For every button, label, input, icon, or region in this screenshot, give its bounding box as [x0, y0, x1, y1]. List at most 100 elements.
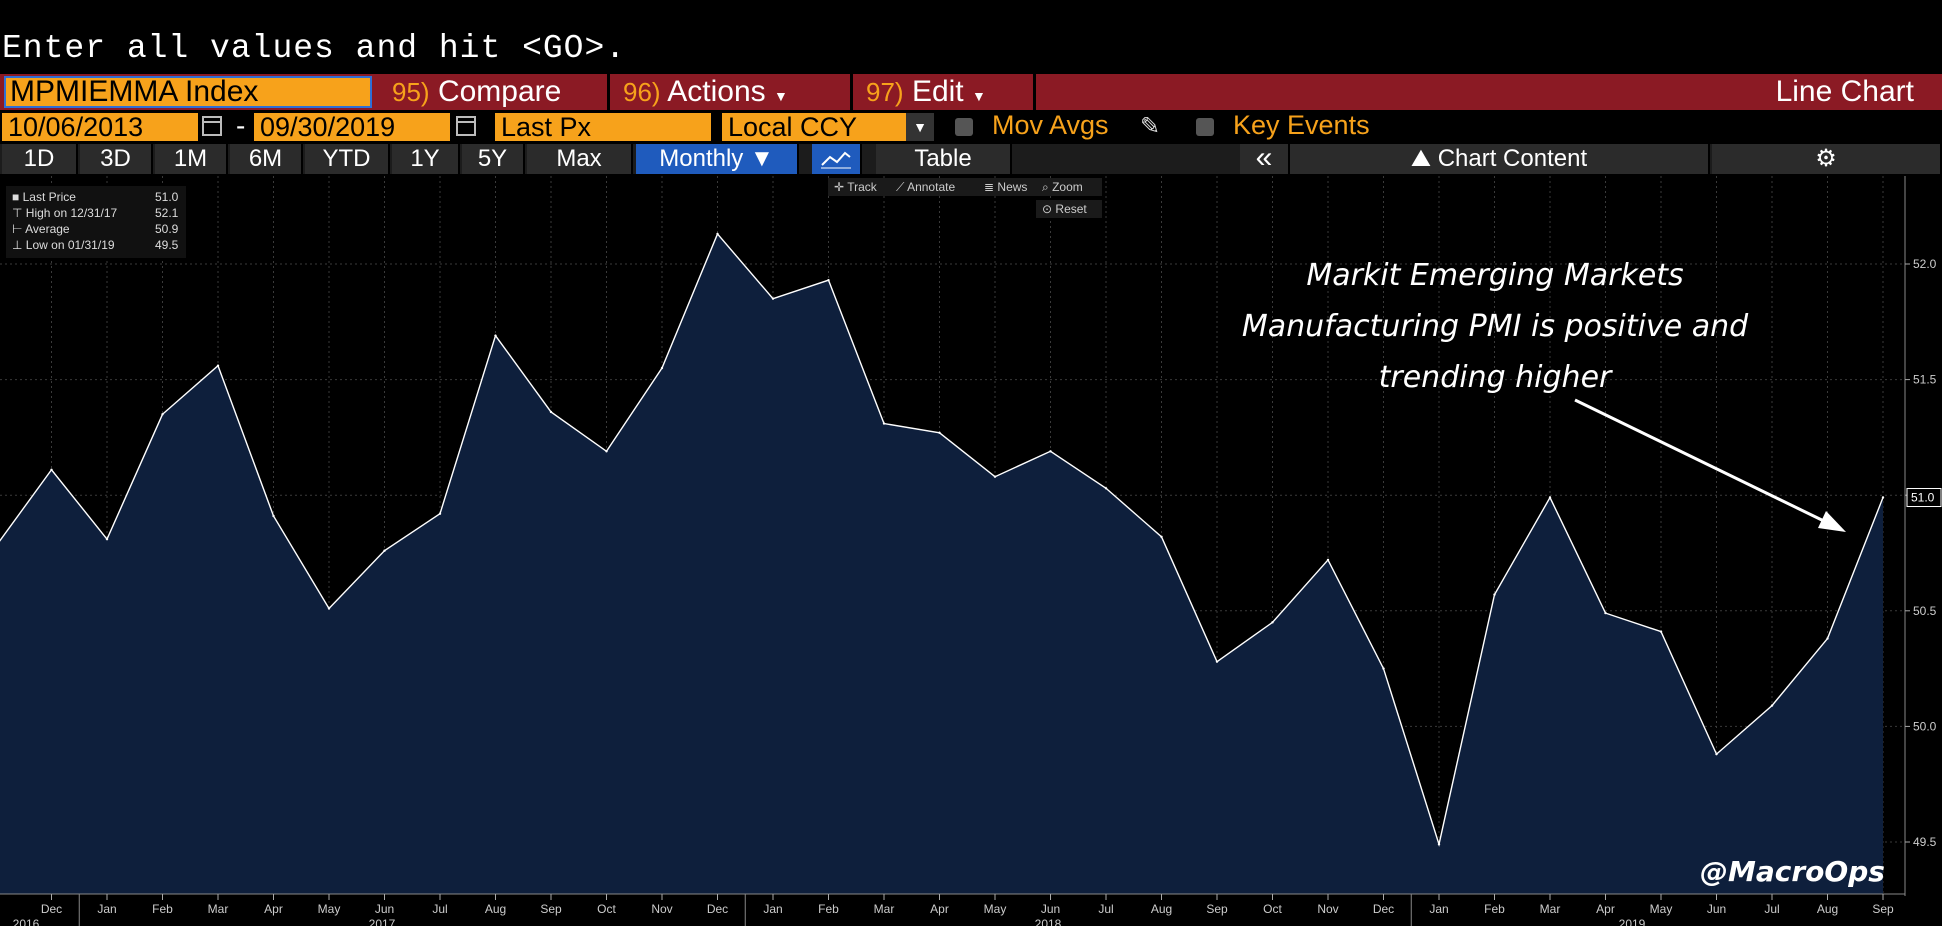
data-point — [216, 364, 220, 367]
calendar-icon[interactable] — [202, 116, 222, 136]
zoom-tool[interactable]: ⌕ Zoom — [1042, 180, 1083, 194]
x-tick-label: May — [1650, 902, 1673, 916]
x-tick-label: Mar — [208, 902, 229, 916]
compare-button[interactable]: 95 Compare — [382, 74, 610, 110]
range-tab-1y[interactable]: 1Y — [392, 144, 460, 174]
range-tab-max[interactable]: Max — [527, 144, 633, 174]
y-tick-label: 52.0 — [1913, 257, 1937, 271]
x-tick-label: Jun — [375, 902, 394, 916]
high-marker-icon: ⊤ — [12, 206, 23, 220]
mov-avgs-label[interactable]: Mov Avgs — [992, 110, 1109, 140]
data-point — [383, 549, 386, 552]
x-tick-label: Jun — [1707, 902, 1726, 916]
ticker-input[interactable]: MPMIEMMA Index — [4, 76, 372, 108]
x-tick-label: Sep — [540, 902, 562, 916]
data-point — [1382, 667, 1385, 670]
key-events-checkbox[interactable] — [1196, 118, 1214, 136]
data-point — [660, 366, 664, 370]
x-tick-label: Apr — [264, 902, 283, 916]
crosshair-icon: ✛ — [834, 180, 845, 194]
x-tick-label: Mar — [1540, 902, 1561, 916]
data-point — [1659, 630, 1663, 633]
x-tick-label: Oct — [1263, 902, 1282, 916]
data-point — [716, 232, 719, 236]
x-tick-label: Jan — [763, 902, 782, 916]
year-label: 2016 — [13, 917, 40, 926]
calendar-icon[interactable] — [456, 116, 476, 136]
collapse-button[interactable]: « — [1240, 143, 1290, 174]
x-tick-label: Aug — [1151, 902, 1172, 916]
x-tick-label: Sep — [1872, 902, 1894, 916]
range-tab-1d[interactable]: 1D — [2, 144, 78, 174]
year-label: 2017 — [369, 917, 396, 926]
edit-menu[interactable]: 97 Edit ▼ — [856, 74, 1036, 110]
year-label: 2018 — [1035, 917, 1062, 926]
line-chart-icon[interactable] — [812, 144, 862, 174]
news-tool[interactable]: ≣ News — [984, 180, 1028, 194]
chart-content-icon: ⛰ — [1410, 145, 1432, 172]
period-select[interactable]: Monthly ▼ — [636, 144, 799, 174]
data-point — [494, 334, 497, 337]
key-events-label[interactable]: Key Events — [1233, 110, 1370, 140]
range-tab-3d[interactable]: 3D — [80, 144, 153, 174]
pencil-icon: ⟋ — [896, 180, 905, 194]
data-point — [1548, 496, 1552, 499]
pencil-icon[interactable]: ✎ — [1140, 113, 1161, 140]
y-tick-label: 50.0 — [1913, 719, 1937, 733]
settings-button[interactable]: ⚙ — [1712, 144, 1942, 174]
last-value-tag — [1906, 488, 1942, 508]
currency-select[interactable]: Local CCY — [722, 113, 908, 141]
chart-content-button[interactable]: ⛰ Chart Content — [1290, 144, 1710, 174]
gear-icon: ⚙ — [1815, 145, 1837, 172]
data-point — [882, 422, 886, 425]
x-tick-label: May — [318, 902, 341, 916]
data-point — [938, 431, 941, 434]
range-tab-5y[interactable]: 5Y — [462, 144, 525, 174]
actions-menu[interactable]: 96 Actions ▼ — [613, 74, 853, 110]
data-point — [549, 410, 553, 414]
x-tick-label: Apr — [1596, 902, 1615, 916]
data-point — [1881, 496, 1885, 499]
x-tick-label: Dec — [1373, 902, 1394, 916]
command-prompt: Enter all values and hit <GO>. — [2, 30, 627, 67]
data-point — [1770, 704, 1774, 707]
mov-avgs-checkbox[interactable] — [955, 118, 973, 136]
data-point — [1604, 611, 1607, 615]
field-select[interactable]: Last Px — [495, 113, 711, 141]
range-tab-ytd[interactable]: YTD — [305, 144, 390, 174]
y-tick-label: 49.5 — [1913, 835, 1937, 849]
x-tick-label: Dec — [41, 902, 62, 916]
x-tick-label: Nov — [651, 902, 672, 916]
data-point — [1326, 558, 1330, 562]
average-marker-icon: ⊢ — [12, 222, 23, 236]
x-tick-label: Sep — [1206, 902, 1228, 916]
data-point — [1215, 660, 1219, 663]
data-point — [1715, 752, 1718, 756]
legend-last: ■ Last Price 51.0 — [12, 190, 179, 204]
range-tab-1m[interactable]: 1M — [155, 144, 228, 174]
data-point — [1049, 450, 1052, 453]
legend-square-icon: ■ — [12, 190, 20, 204]
data-point — [1160, 535, 1163, 539]
area-fill — [0, 233, 1883, 894]
x-tick-label: Jul — [432, 902, 447, 916]
end-date-input[interactable]: 09/30/2019 — [254, 113, 450, 141]
reset-button[interactable]: ⊙ Reset — [1036, 200, 1102, 218]
track-tool[interactable]: ✛ Track — [834, 180, 877, 194]
data-point — [1826, 637, 1829, 640]
arrowhead-icon — [1818, 511, 1846, 532]
data-point — [50, 468, 53, 471]
legend: ■ Last Price 51.0 ⊤ High on 12/31/17 52.1 … — [6, 186, 186, 258]
table-button[interactable]: Table — [876, 144, 1012, 174]
chart-type-label[interactable]: Line Chart — [1775, 75, 1914, 108]
x-tick-label: Jan — [1429, 902, 1448, 916]
line-chart-glyph — [821, 151, 851, 169]
range-tab-6m[interactable]: 6M — [230, 144, 303, 174]
dropdown-arrow-icon[interactable]: ▼ — [906, 113, 934, 141]
magnifier-icon: ⌕ — [1042, 180, 1049, 194]
year-label: 2019 — [1619, 917, 1646, 926]
annotate-tool[interactable]: ⟋ Annotate — [896, 180, 956, 194]
x-tick-label: Jun — [1041, 902, 1060, 916]
data-point — [1437, 843, 1441, 846]
start-date-input[interactable]: 10/06/2013 — [2, 113, 198, 141]
